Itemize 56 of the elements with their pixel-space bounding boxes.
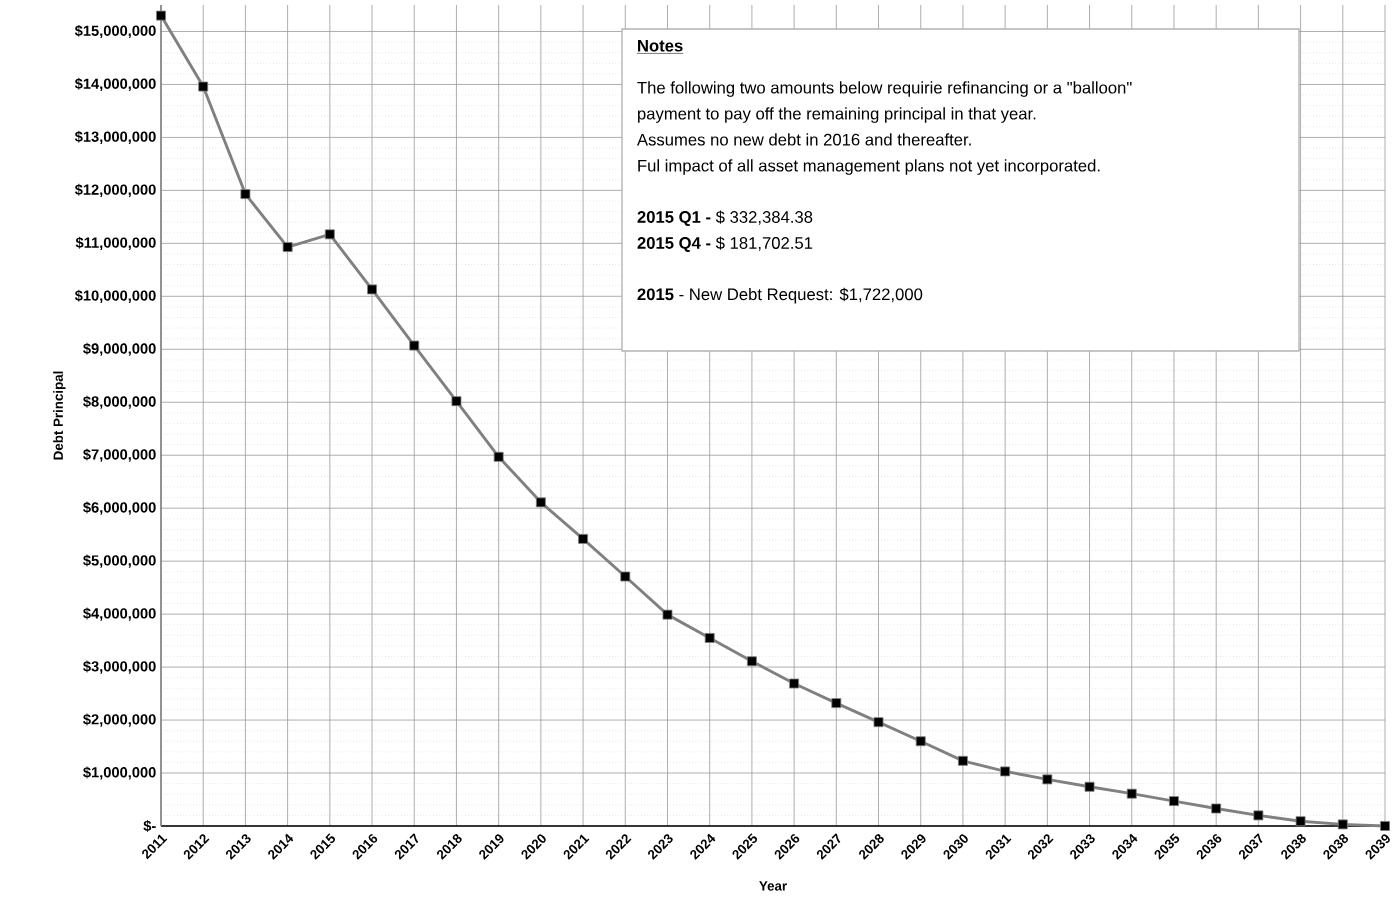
point xyxy=(746,656,757,667)
point xyxy=(958,755,968,766)
annotation: Ful impact of all asset management plans not yet incorporated. xyxy=(638,159,1100,175)
y-tick-label: $11,000,000 xyxy=(75,236,156,250)
point xyxy=(1380,821,1390,831)
point xyxy=(240,189,251,200)
annotation: The following two amounts below requirie refinancing or a "balloon" xyxy=(637,81,1132,97)
y-tick-label: $4,000,000 xyxy=(83,607,156,621)
point xyxy=(282,242,293,252)
y-tick-label: $14,000,000 xyxy=(74,77,156,92)
point xyxy=(409,340,420,351)
point xyxy=(1042,774,1053,785)
point xyxy=(1337,819,1348,830)
annotation: 2015 Q1 - $ 332,384.38 xyxy=(637,210,813,226)
y-axis-title: Debt Principal xyxy=(53,371,66,460)
point xyxy=(873,717,884,728)
point xyxy=(493,451,504,462)
point xyxy=(1084,781,1095,792)
point xyxy=(535,497,546,508)
y-tick-label: $6,000,000 xyxy=(83,501,156,515)
point xyxy=(831,698,842,709)
point xyxy=(789,678,800,689)
point xyxy=(578,533,589,544)
point xyxy=(367,284,377,295)
point xyxy=(1169,796,1179,807)
y-tick-label: $7,000,000 xyxy=(83,448,156,462)
point xyxy=(198,81,209,92)
point xyxy=(1126,788,1137,799)
point xyxy=(451,396,462,407)
annotation: Notes xyxy=(638,39,683,52)
point xyxy=(704,633,715,643)
annotation: payment to pay off the remaining principal in that year. xyxy=(638,107,1036,123)
x-axis-title: Year xyxy=(759,881,787,891)
point xyxy=(156,10,166,21)
annotation: Assumes no new debt in 2016 and thereafter. xyxy=(636,133,971,146)
annotation: 2015 - New Debt Request: $1,722,000 xyxy=(637,287,923,304)
point xyxy=(915,736,926,747)
annotation: 2015 Q4 - $ 181,702.51 xyxy=(637,236,813,252)
point xyxy=(662,609,673,620)
y-tick-label: $3,000,000 xyxy=(83,660,156,674)
y-tick-label: $9,000,000 xyxy=(83,342,156,356)
point xyxy=(1295,816,1306,827)
y-tick-label: $1,000,000 xyxy=(83,766,156,780)
point xyxy=(1253,810,1264,821)
point xyxy=(324,229,335,240)
y-tick-label: $13,000,000 xyxy=(74,130,156,144)
y-tick-label: $- xyxy=(143,820,156,832)
y-tick-label: $10,000,000 xyxy=(74,289,156,303)
y-tick-label: $12,000,000 xyxy=(74,183,156,197)
y-tick-label: $15,000,000 xyxy=(74,24,156,39)
y-tick-label: $5,000,000 xyxy=(83,554,156,568)
point xyxy=(1000,766,1011,777)
y-tick-label: $2,000,000 xyxy=(83,713,156,727)
point xyxy=(620,571,631,582)
point xyxy=(1211,803,1222,814)
y-tick-label: $8,000,000 xyxy=(83,395,156,409)
